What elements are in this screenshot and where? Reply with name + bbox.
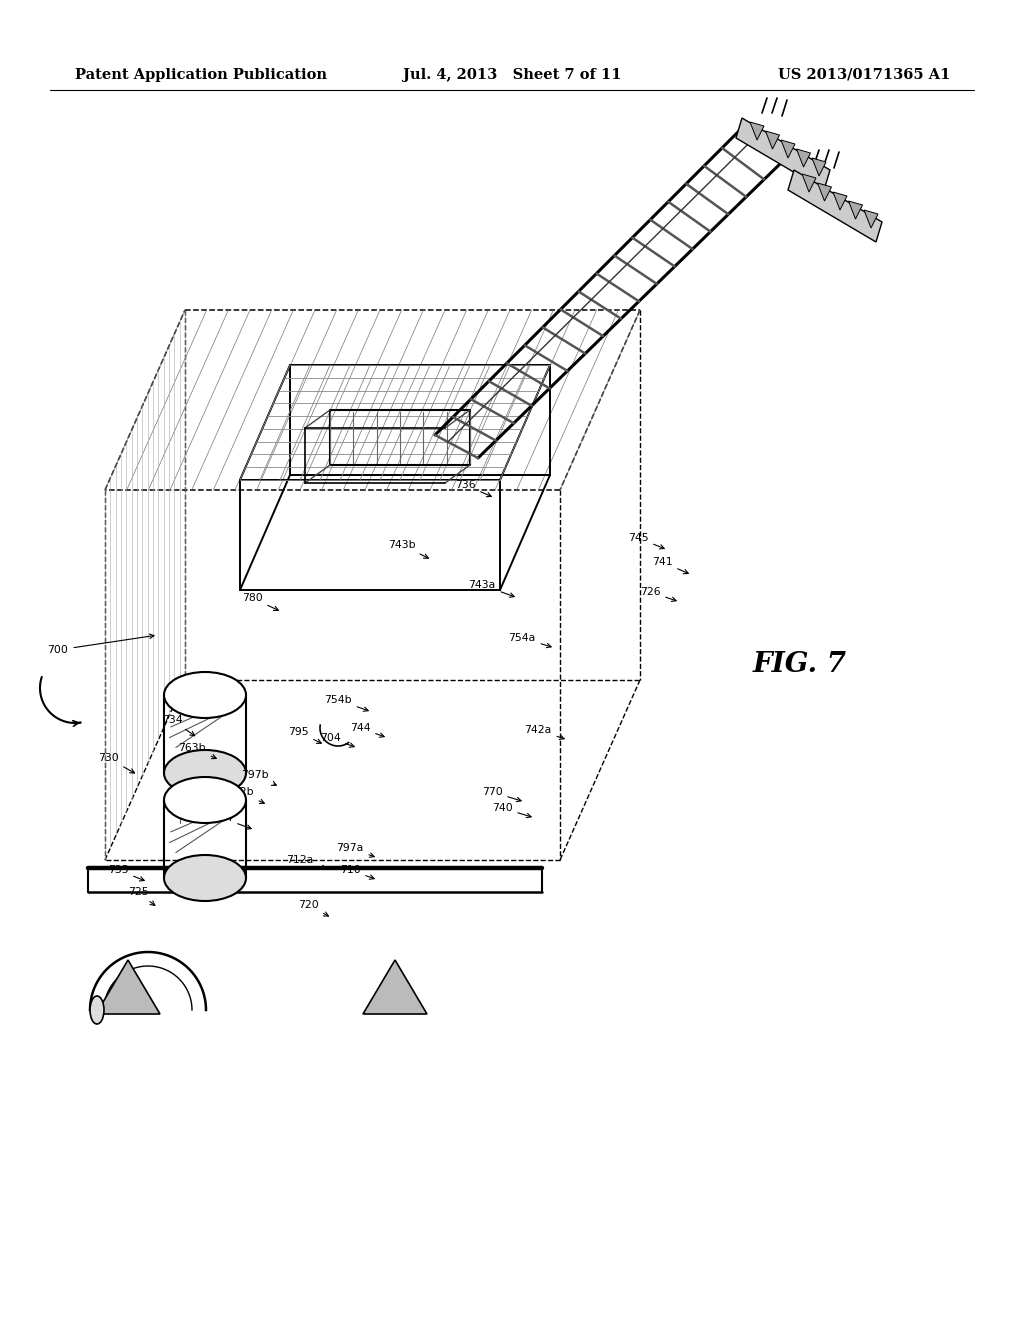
Ellipse shape <box>90 997 104 1024</box>
Text: 712a: 712a <box>287 855 327 870</box>
Text: 797b: 797b <box>242 770 276 785</box>
Polygon shape <box>833 191 847 210</box>
Text: 730: 730 <box>97 752 134 774</box>
Text: 724: 724 <box>212 813 251 829</box>
Ellipse shape <box>164 750 246 796</box>
Polygon shape <box>362 960 427 1014</box>
Text: 734: 734 <box>162 715 195 735</box>
Text: 740: 740 <box>492 803 531 817</box>
Text: Jul. 4, 2013   Sheet 7 of 11: Jul. 4, 2013 Sheet 7 of 11 <box>402 69 622 82</box>
Polygon shape <box>96 960 160 1014</box>
Text: 743a: 743a <box>468 579 514 597</box>
Polygon shape <box>736 117 830 190</box>
Text: 725: 725 <box>128 887 155 906</box>
Text: 741: 741 <box>651 557 688 574</box>
Polygon shape <box>788 170 882 242</box>
Text: 735: 735 <box>108 865 144 880</box>
Ellipse shape <box>164 855 246 902</box>
Text: 736: 736 <box>455 480 492 496</box>
Text: 726: 726 <box>640 587 676 602</box>
Text: 744: 744 <box>349 723 384 738</box>
Ellipse shape <box>164 672 246 718</box>
Text: 720: 720 <box>298 900 329 916</box>
Polygon shape <box>750 121 764 140</box>
Polygon shape <box>781 140 795 158</box>
Text: 754b: 754b <box>325 696 369 711</box>
Polygon shape <box>812 158 826 176</box>
Text: 742a: 742a <box>524 725 564 739</box>
Polygon shape <box>817 183 831 201</box>
Text: 754a: 754a <box>508 634 551 648</box>
Text: 710: 710 <box>340 865 374 879</box>
Polygon shape <box>766 131 779 149</box>
Text: Patent Application Publication: Patent Application Publication <box>75 69 327 82</box>
Polygon shape <box>864 210 878 228</box>
Text: US 2013/0171365 A1: US 2013/0171365 A1 <box>777 69 950 82</box>
Text: FIG. 7: FIG. 7 <box>753 652 847 678</box>
Text: 770: 770 <box>481 787 521 801</box>
Text: 745: 745 <box>628 533 665 549</box>
Text: 780: 780 <box>242 593 279 610</box>
Text: 763b: 763b <box>178 743 216 759</box>
Polygon shape <box>797 149 811 168</box>
Ellipse shape <box>164 777 246 822</box>
Text: 797a: 797a <box>336 843 374 857</box>
Text: 712b: 712b <box>226 787 264 804</box>
Text: 700: 700 <box>47 634 154 655</box>
Polygon shape <box>802 174 816 191</box>
Polygon shape <box>849 201 862 219</box>
Text: 743b: 743b <box>388 540 428 558</box>
Text: 704: 704 <box>319 733 354 747</box>
Text: 795: 795 <box>288 727 322 743</box>
